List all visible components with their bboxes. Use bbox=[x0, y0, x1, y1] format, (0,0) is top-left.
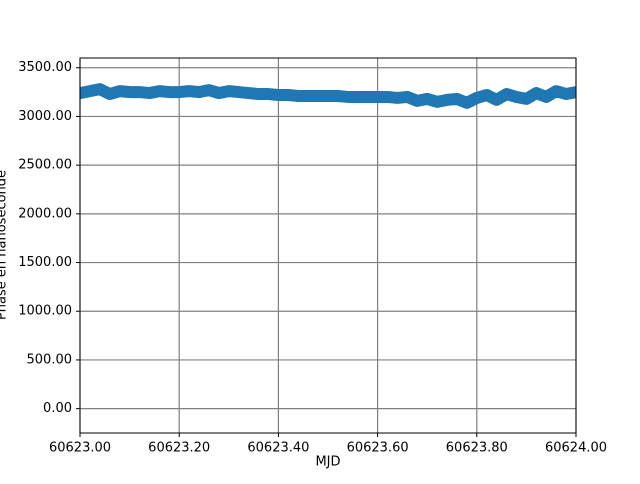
y-tick-label: 3500.00 bbox=[18, 60, 72, 75]
x-tick-label: 60623.40 bbox=[247, 441, 309, 456]
y-axis-label: Phase en nanoseconde bbox=[0, 170, 10, 320]
y-tick-label: 2500.00 bbox=[18, 158, 72, 173]
data-line bbox=[80, 83, 576, 109]
x-tick-label: 60623.60 bbox=[347, 441, 409, 456]
x-tick-label: 60623.00 bbox=[49, 441, 111, 456]
x-tick-label: 60624.00 bbox=[545, 441, 607, 456]
x-tick-label: 60623.20 bbox=[148, 441, 210, 456]
y-tick-label: 1000.00 bbox=[18, 304, 72, 319]
y-tick-label: 1500.00 bbox=[18, 255, 72, 270]
x-axis-label: MJD bbox=[315, 455, 340, 470]
x-tick-label: 60623.80 bbox=[446, 441, 508, 456]
y-tick-label: 2000.00 bbox=[18, 206, 72, 221]
y-tick-label: 500.00 bbox=[27, 352, 73, 367]
y-tick-label: 3000.00 bbox=[18, 109, 72, 124]
y-tick-label: 0.00 bbox=[43, 401, 72, 416]
plot-frame bbox=[79, 57, 577, 434]
